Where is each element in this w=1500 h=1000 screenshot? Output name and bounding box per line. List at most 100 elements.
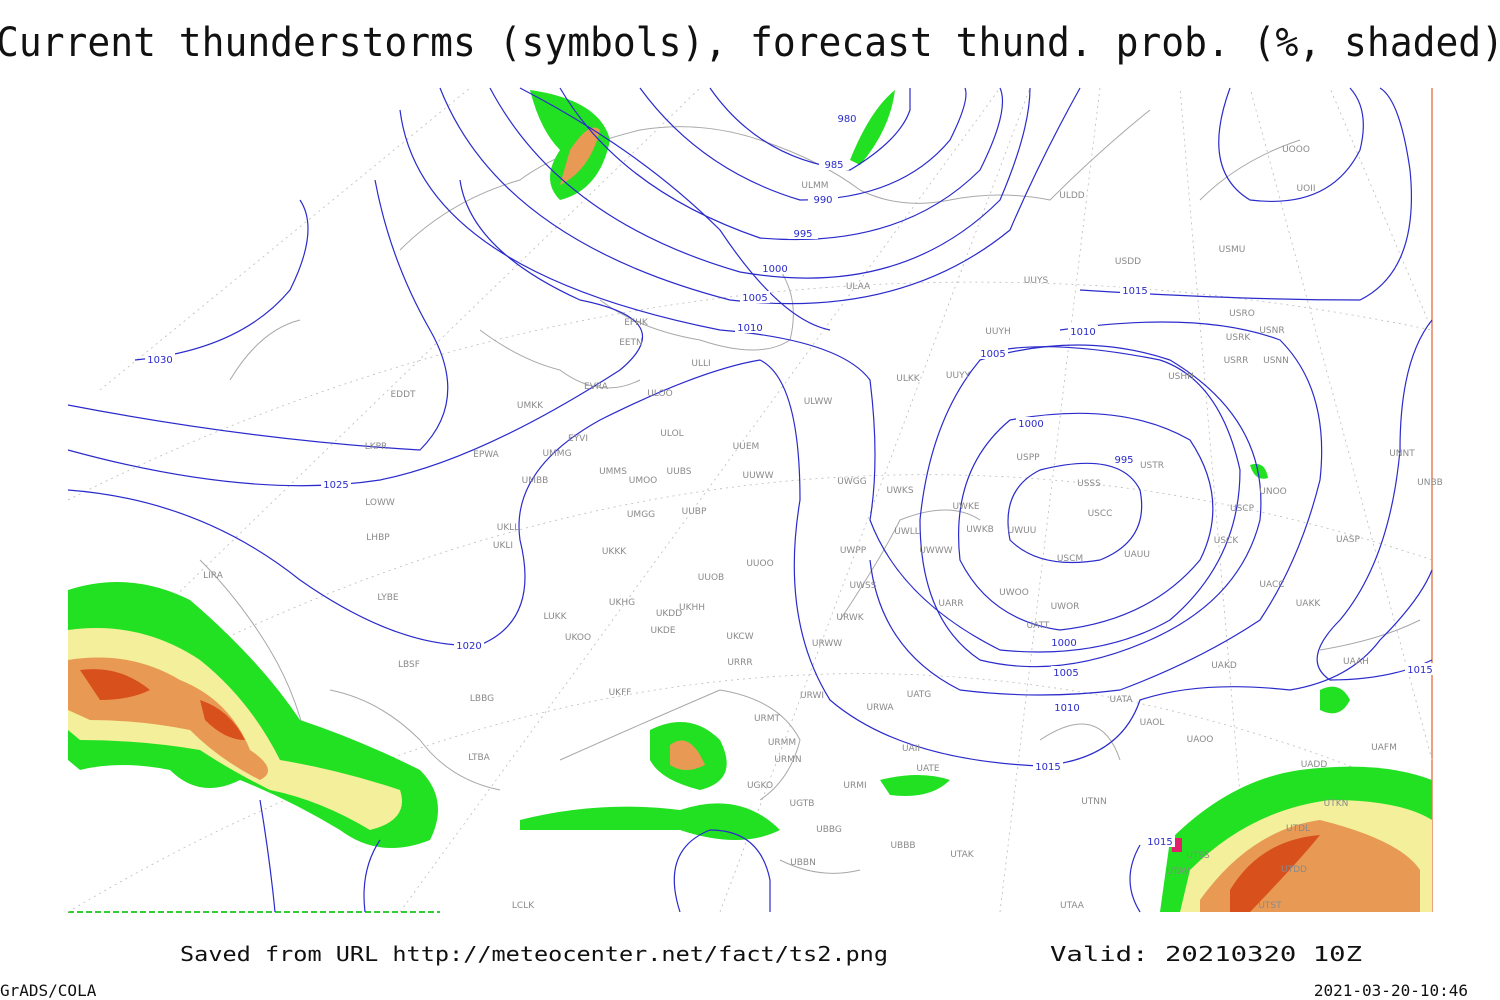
isobar-label-bg: [1033, 760, 1063, 772]
station-label: LTBA: [468, 753, 490, 763]
station-label: URWI: [800, 691, 824, 701]
station-label: UKKK: [602, 547, 627, 557]
isobar-label-bg: [808, 193, 838, 205]
isobar-label: 995: [793, 229, 812, 240]
station-label: UUOB: [698, 573, 724, 583]
isobar-label-bg: [735, 321, 765, 333]
station-label: URWK: [836, 613, 864, 623]
station-label: EDDT: [390, 390, 416, 400]
station-label: UKFF: [609, 688, 632, 698]
station-label: UTAV: [1166, 867, 1190, 877]
station-label: USRO: [1229, 309, 1255, 319]
isobar-label: 1030: [147, 355, 172, 366]
station-label: UAKD: [1211, 661, 1237, 671]
station-label: UAFM: [1371, 743, 1397, 753]
station-label: ULKK: [896, 374, 921, 384]
station-label: UASP: [1336, 535, 1360, 545]
station-label: LCLK: [512, 901, 535, 911]
isobar-label: 1010: [1070, 327, 1095, 338]
isobar-label: 1005: [980, 349, 1005, 360]
station-label: EFHK: [624, 318, 649, 328]
station-label: ULAA: [846, 282, 871, 292]
station-label: LBBG: [470, 694, 494, 704]
station-label: UNNT: [1389, 449, 1415, 459]
station-label: LHBP: [366, 533, 390, 543]
station-label: UWLL: [894, 527, 920, 537]
station-label: UWKE: [952, 502, 979, 512]
station-label: ULOL: [660, 429, 683, 439]
station-label: UADD: [1301, 760, 1328, 770]
isobar-label: 1015: [1147, 837, 1172, 848]
isobar-label: 990: [813, 195, 832, 206]
isobar-label: 1005: [1053, 668, 1078, 679]
station-label: USCM: [1057, 554, 1083, 564]
station-label: URWW: [812, 639, 842, 649]
station-label: UAII: [902, 744, 920, 754]
station-label: UKLI: [493, 541, 513, 551]
station-label: USNN: [1263, 356, 1289, 366]
isobar-label: 1005: [742, 293, 767, 304]
station-label: UATA: [1109, 695, 1133, 705]
title: Current thunderstorms (symbols), forecas…: [0, 20, 1500, 66]
station-label: LOWW: [365, 498, 395, 508]
station-label: URRR: [727, 658, 752, 668]
station-label: LYBE: [377, 593, 398, 603]
isobar-label-bg: [1109, 453, 1139, 465]
station-label: UGKO: [747, 781, 773, 791]
station-label: UMMG: [542, 449, 571, 459]
station-label: UKDD: [656, 609, 682, 619]
station-label: EETN: [619, 338, 643, 348]
isobar-label: 1020: [456, 641, 481, 652]
isobar-label: 980: [837, 114, 856, 125]
station-label: UUYH: [985, 327, 1010, 337]
station-label: UMGG: [627, 510, 655, 520]
station-label: UTAK: [950, 850, 975, 860]
isobar-label: 1015: [1035, 762, 1060, 773]
coastlines: [199, 109, 1421, 874]
station-label: USSS: [1077, 479, 1101, 489]
station-label: UUBS: [667, 467, 692, 477]
timestamp: 2021-03-20-10:46: [1314, 981, 1468, 1000]
station-label: UTDL: [1286, 824, 1310, 834]
station-label: UAKK: [1296, 599, 1322, 609]
station-label: USTR: [1140, 461, 1164, 471]
station-label: UTDD: [1281, 865, 1307, 875]
source-url: Saved from URL http://meteocenter.net/fa…: [180, 942, 888, 966]
isobar-label: 1015: [1407, 665, 1432, 676]
station-label: UUOO: [746, 559, 773, 569]
station-label: ULOO: [647, 389, 672, 399]
station-label: UARR: [938, 599, 963, 609]
station-label: UKOO: [565, 633, 591, 643]
isobar-label: 1010: [1054, 703, 1079, 714]
station-label: USRK: [1226, 333, 1252, 343]
station-label: UUYY: [946, 371, 971, 381]
isobar-label: 1000: [762, 264, 787, 275]
station-label: URMM: [768, 738, 796, 748]
station-label: UWUU: [1008, 526, 1037, 536]
station-label: USCP: [1230, 504, 1255, 514]
isobar-labels: 980 985 990 995 1000 1005 1010 1030 1025 1020 1015…: [145, 112, 1435, 848]
station-label: UUEM: [733, 442, 760, 452]
station-label: UAOL: [1140, 718, 1165, 728]
station-label: LIRA: [203, 571, 224, 581]
station-label: UMBB: [522, 476, 549, 486]
station-label: USHH: [1168, 372, 1194, 382]
station-label: UWPP: [840, 546, 867, 556]
station-label: UBBB: [890, 841, 915, 851]
isobar-label-bg: [1052, 701, 1082, 713]
station-label: ULMM: [801, 181, 828, 191]
station-label: UWOR: [1051, 602, 1080, 612]
isobar-label-bg: [1120, 284, 1150, 296]
isobar-label-bg: [1405, 663, 1435, 675]
station-label: UATT: [1027, 621, 1050, 631]
station-label: UNOO: [1259, 487, 1287, 497]
station-label: UKHH: [679, 603, 705, 613]
station-label: UTSS: [1186, 851, 1210, 861]
station-label: UBBN: [790, 858, 816, 868]
station-label: UMMS: [599, 467, 627, 477]
isobar-label: 1015: [1122, 286, 1147, 297]
station-label: UACC: [1259, 580, 1284, 590]
station-label: URMT: [754, 714, 781, 724]
isobar-label-bg: [1145, 835, 1175, 847]
